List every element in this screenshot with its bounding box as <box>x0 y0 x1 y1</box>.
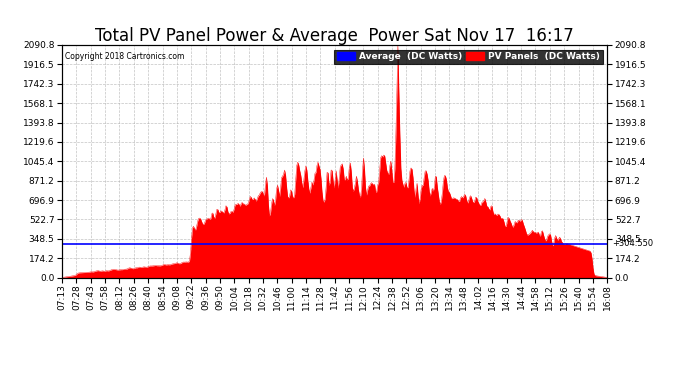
Legend: Average  (DC Watts), PV Panels  (DC Watts): Average (DC Watts), PV Panels (DC Watts) <box>334 50 602 64</box>
Title: Total PV Panel Power & Average  Power Sat Nov 17  16:17: Total PV Panel Power & Average Power Sat… <box>95 27 574 45</box>
Text: +304.550: +304.550 <box>613 239 654 248</box>
Text: Copyright 2018 Cartronics.com: Copyright 2018 Cartronics.com <box>65 52 184 61</box>
